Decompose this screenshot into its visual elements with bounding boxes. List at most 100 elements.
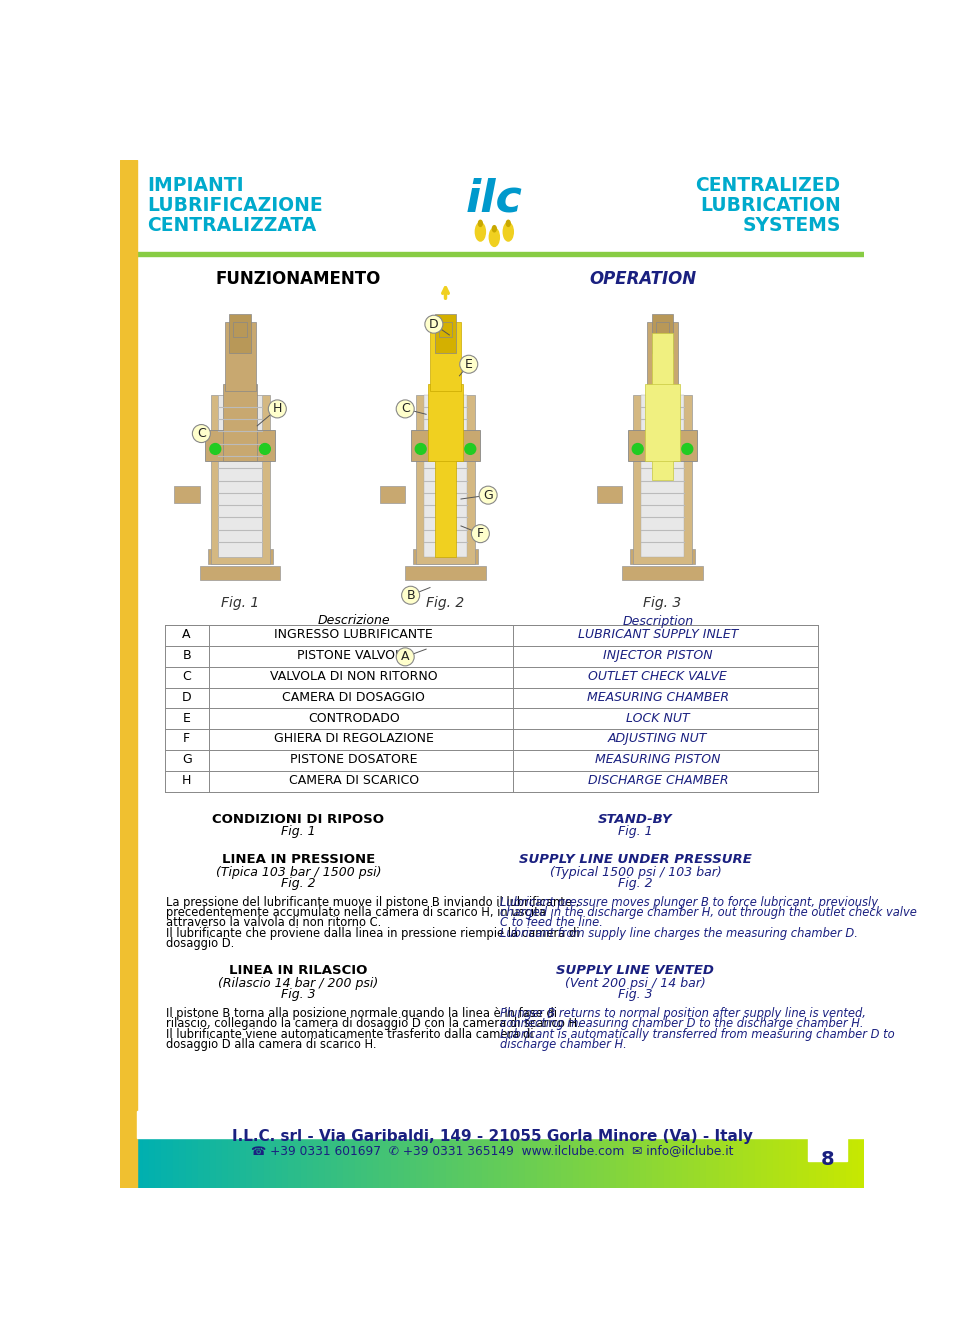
Bar bbox=[628, 1165, 635, 1188]
Text: A: A bbox=[401, 650, 410, 663]
Bar bbox=[435, 334, 456, 557]
Bar bbox=[640, 1139, 647, 1188]
Ellipse shape bbox=[506, 220, 510, 227]
Bar bbox=[252, 1139, 259, 1188]
Bar bbox=[656, 322, 669, 338]
Text: PISTONE DOSATORE: PISTONE DOSATORE bbox=[290, 753, 418, 766]
Bar bbox=[567, 1139, 574, 1188]
Bar bbox=[676, 1165, 683, 1188]
Text: CAMERA DI DOSAGGIO: CAMERA DI DOSAGGIO bbox=[282, 690, 425, 704]
Text: STAND-BY: STAND-BY bbox=[598, 813, 673, 826]
Text: MEASURING PISTON: MEASURING PISTON bbox=[595, 753, 721, 766]
Bar bbox=[368, 1165, 374, 1188]
Bar bbox=[225, 322, 255, 391]
Circle shape bbox=[682, 443, 693, 454]
Circle shape bbox=[416, 443, 426, 454]
Bar bbox=[410, 1139, 417, 1188]
Bar bbox=[494, 1165, 501, 1188]
Bar bbox=[175, 486, 200, 503]
Bar bbox=[167, 1139, 174, 1188]
Bar bbox=[416, 395, 475, 565]
Ellipse shape bbox=[490, 228, 499, 247]
Bar bbox=[264, 1165, 271, 1188]
Bar bbox=[209, 1139, 217, 1188]
Bar bbox=[258, 1139, 265, 1188]
Bar bbox=[731, 1165, 737, 1188]
Bar bbox=[337, 1139, 344, 1188]
Bar bbox=[222, 1165, 228, 1188]
Bar bbox=[543, 1165, 550, 1188]
Bar bbox=[434, 1165, 441, 1188]
Bar bbox=[137, 1165, 144, 1188]
Bar bbox=[470, 1165, 477, 1188]
Circle shape bbox=[259, 443, 271, 454]
Bar bbox=[652, 314, 673, 352]
Bar bbox=[446, 1165, 453, 1188]
Bar bbox=[652, 1139, 659, 1188]
Bar bbox=[149, 1139, 156, 1188]
Text: DISCHARGE CHAMBER: DISCHARGE CHAMBER bbox=[588, 774, 728, 786]
Text: Fig. 2: Fig. 2 bbox=[426, 595, 465, 610]
Ellipse shape bbox=[503, 223, 514, 242]
Bar bbox=[223, 383, 257, 461]
Bar bbox=[622, 1139, 629, 1188]
Bar bbox=[567, 1165, 574, 1188]
Bar bbox=[368, 1139, 374, 1188]
Text: FUNZIONAMENTO: FUNZIONAMENTO bbox=[216, 270, 381, 288]
Bar bbox=[271, 1139, 277, 1188]
Bar bbox=[210, 395, 270, 565]
Text: C: C bbox=[182, 670, 191, 684]
Bar bbox=[143, 1139, 150, 1188]
Bar bbox=[736, 1165, 744, 1188]
Bar bbox=[858, 1165, 865, 1188]
Text: OPERATION: OPERATION bbox=[589, 270, 697, 288]
Text: ADJUSTING NUT: ADJUSTING NUT bbox=[609, 733, 708, 745]
Bar bbox=[319, 1165, 325, 1188]
Text: LOCK NUT: LOCK NUT bbox=[626, 712, 689, 725]
Bar bbox=[222, 1139, 228, 1188]
Bar bbox=[228, 1165, 235, 1188]
Bar bbox=[634, 1139, 640, 1188]
Bar bbox=[798, 1165, 804, 1188]
Bar bbox=[452, 1139, 459, 1188]
Bar bbox=[670, 1139, 677, 1188]
Text: (Tipica 103 bar / 1500 psi): (Tipica 103 bar / 1500 psi) bbox=[215, 865, 381, 878]
Bar bbox=[646, 1139, 653, 1188]
Bar bbox=[518, 1139, 525, 1188]
Bar bbox=[749, 1139, 756, 1188]
Bar bbox=[174, 1165, 180, 1188]
Bar bbox=[712, 1165, 719, 1188]
Bar bbox=[403, 1165, 411, 1188]
Bar bbox=[300, 1139, 307, 1188]
Bar bbox=[349, 1139, 356, 1188]
Bar bbox=[216, 1139, 223, 1188]
Bar bbox=[489, 1165, 495, 1188]
Text: SUPPLY LINE UNDER PRESSURE: SUPPLY LINE UNDER PRESSURE bbox=[519, 853, 752, 866]
Bar bbox=[549, 1139, 556, 1188]
Text: ilc: ilc bbox=[466, 178, 523, 220]
Bar bbox=[465, 1165, 471, 1188]
Bar bbox=[785, 1139, 792, 1188]
Bar bbox=[234, 1139, 241, 1188]
Text: discharge chamber H.: discharge chamber H. bbox=[500, 1039, 627, 1051]
Text: Fig. 3: Fig. 3 bbox=[643, 595, 682, 610]
Text: C: C bbox=[197, 427, 205, 441]
Bar bbox=[421, 1165, 428, 1188]
Bar bbox=[276, 1139, 283, 1188]
Text: charged in the discharge chamber H, out through the outlet check valve: charged in the discharge chamber H, out … bbox=[500, 906, 917, 918]
Bar bbox=[610, 1139, 616, 1188]
Bar bbox=[791, 1139, 798, 1188]
Bar bbox=[647, 322, 678, 391]
Bar bbox=[628, 430, 697, 461]
Bar bbox=[712, 1139, 719, 1188]
Bar bbox=[379, 486, 405, 503]
Text: CAMERA DI SCARICO: CAMERA DI SCARICO bbox=[289, 774, 419, 786]
Bar bbox=[701, 1139, 708, 1188]
Text: Lubricant from supply line charges the measuring chamber D.: Lubricant from supply line charges the m… bbox=[500, 926, 857, 940]
Circle shape bbox=[210, 443, 221, 454]
Text: La pressione del lubrificante muove il pistone B inviando il lubrificante ,: La pressione del lubrificante muove il p… bbox=[166, 896, 580, 909]
Bar bbox=[555, 1139, 562, 1188]
Bar bbox=[440, 1139, 446, 1188]
Bar bbox=[652, 1165, 659, 1188]
Bar bbox=[604, 1139, 611, 1188]
